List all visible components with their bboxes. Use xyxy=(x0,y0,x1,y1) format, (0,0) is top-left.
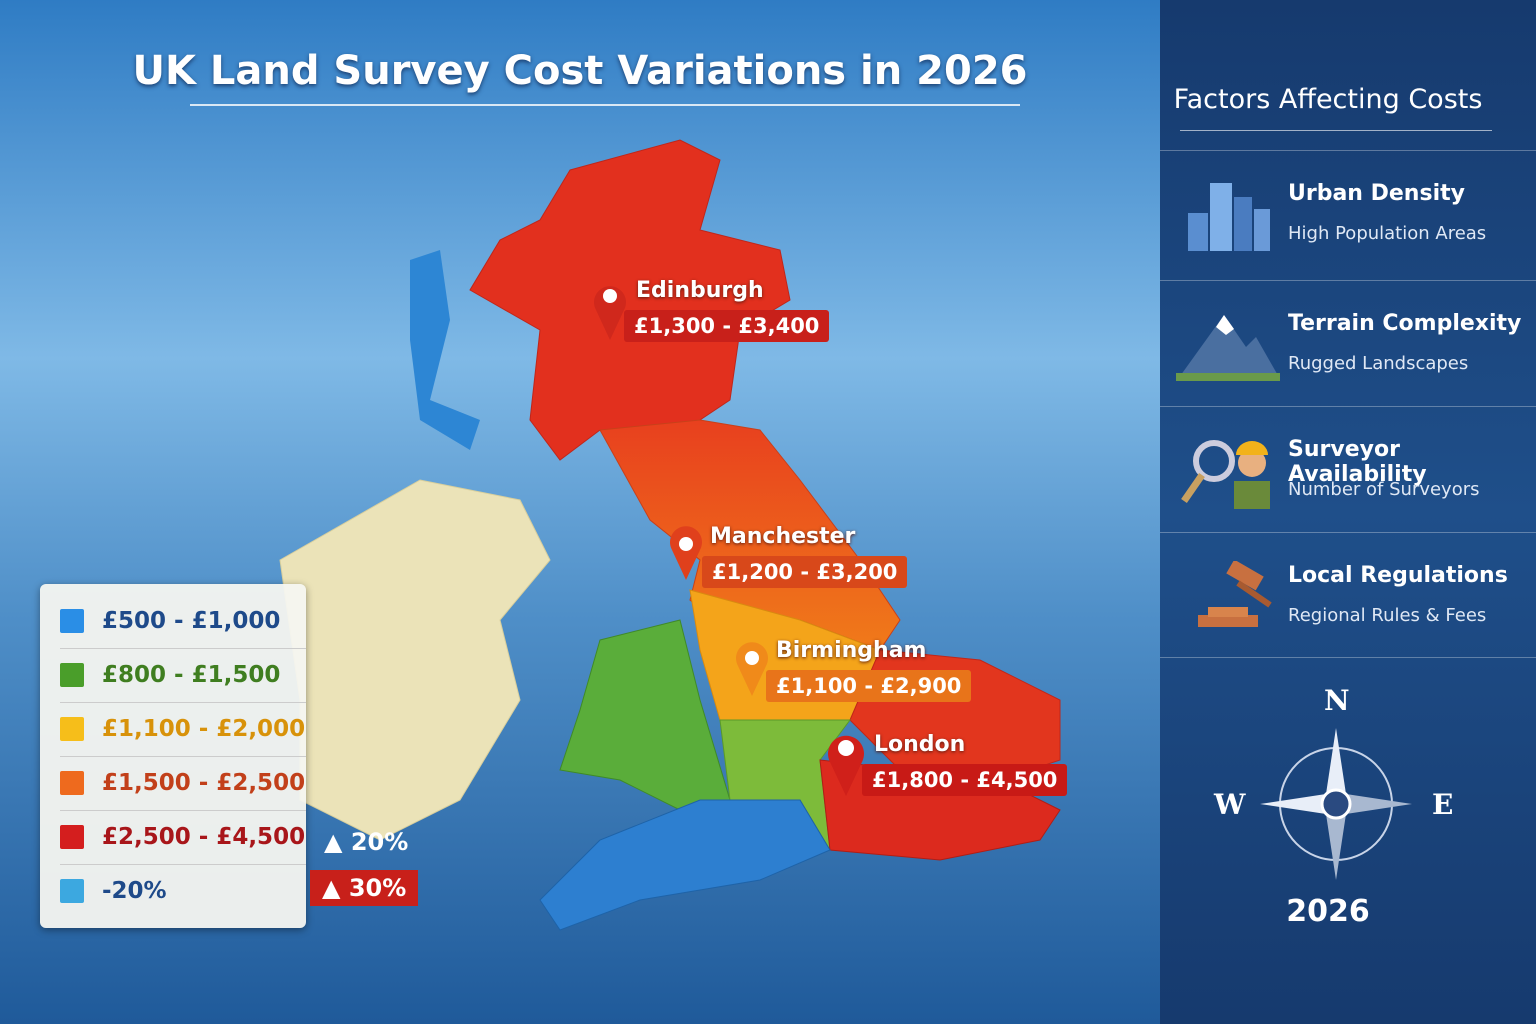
legend-label: £500 - £1,000 xyxy=(102,608,281,634)
pin xyxy=(594,286,626,340)
pin xyxy=(670,526,702,580)
badge: ▲ 30% xyxy=(310,870,419,906)
compass-n: N xyxy=(1324,684,1350,717)
pin xyxy=(736,642,768,696)
ireland xyxy=(279,479,551,841)
factor-title: Terrain Complexity xyxy=(1288,311,1522,336)
pin xyxy=(828,735,864,796)
hebrides xyxy=(410,250,480,450)
compass-w: W xyxy=(1214,788,1246,821)
factor-subtitle: Regional Rules & Fees xyxy=(1288,605,1487,626)
factor-subtitle: Rugged Landscapes xyxy=(1288,353,1469,374)
title: UK Land Survey Cost Variations in 2026 xyxy=(132,48,1028,94)
city-range: £1,800 - £4,500 xyxy=(862,764,1068,796)
sidebar: Factors Affecting Costs Urban Density Hi… xyxy=(1160,0,1536,1024)
icon-surveyor xyxy=(1181,440,1270,509)
legend: £500 - £1,000 £800 - £1,500 £1,100 - £2,… xyxy=(40,584,306,928)
legend-item: £1,500 - £2,500 xyxy=(60,756,306,811)
city-name: Birmingham xyxy=(776,638,927,663)
divider xyxy=(1180,130,1492,131)
sidebar-title: Factors Affecting Costs xyxy=(1173,84,1483,115)
compass xyxy=(1260,728,1412,880)
factor: Surveyor Availability Number of Surveyor… xyxy=(1160,406,1536,531)
legend-label: -20% xyxy=(102,878,167,904)
legend-item: £800 - £1,500 xyxy=(60,648,306,703)
legend-item: -20% xyxy=(60,864,306,918)
factor-subtitle: Number of Surveyors xyxy=(1288,479,1480,500)
icon-gavel xyxy=(1198,561,1272,627)
divider xyxy=(1160,657,1536,658)
city-name: London xyxy=(874,732,966,757)
legend-item: £500 - £1,000 xyxy=(60,594,306,649)
map xyxy=(279,139,1061,931)
badge-label: 30% xyxy=(348,874,407,902)
factor-subtitle: High Population Areas xyxy=(1288,223,1487,244)
title-rule xyxy=(190,104,1020,106)
city-range: £1,100 - £2,900 xyxy=(766,670,972,702)
year: 2026 xyxy=(1286,894,1370,929)
factor-title: Local Regulations xyxy=(1288,563,1508,588)
legend-label: £800 - £1,500 xyxy=(102,662,281,688)
legend-item: £1,100 - £2,000 xyxy=(60,702,306,757)
legend-item: £2,500 - £4,500 xyxy=(60,810,306,865)
icon-mountain xyxy=(1176,315,1280,381)
factor-title: Surveyor Availability xyxy=(1288,437,1427,487)
legend-label: £1,500 - £2,500 xyxy=(102,770,306,796)
city-name: Manchester xyxy=(710,524,856,549)
legend-label: £2,500 - £4,500 xyxy=(102,824,306,850)
city-name: Edinburgh xyxy=(636,278,764,303)
compass-e: E xyxy=(1432,788,1454,821)
city-range: £1,200 - £3,200 xyxy=(702,556,908,588)
factor-title: Urban Density xyxy=(1288,181,1465,206)
icon-buildings xyxy=(1188,183,1270,251)
factor: Local Regulations Regional Rules & Fees xyxy=(1160,532,1536,658)
factor: Terrain Complexity Rugged Landscapes xyxy=(1160,280,1536,405)
legend-label: £1,100 - £2,000 xyxy=(102,716,306,742)
badge: ▲ 20% xyxy=(324,828,409,856)
south-west xyxy=(539,799,831,931)
scotland xyxy=(469,139,791,471)
city-range: £1,300 - £3,400 xyxy=(624,310,830,342)
badge-label: 20% xyxy=(350,828,409,856)
factor: Urban Density High Population Areas xyxy=(1160,150,1536,275)
